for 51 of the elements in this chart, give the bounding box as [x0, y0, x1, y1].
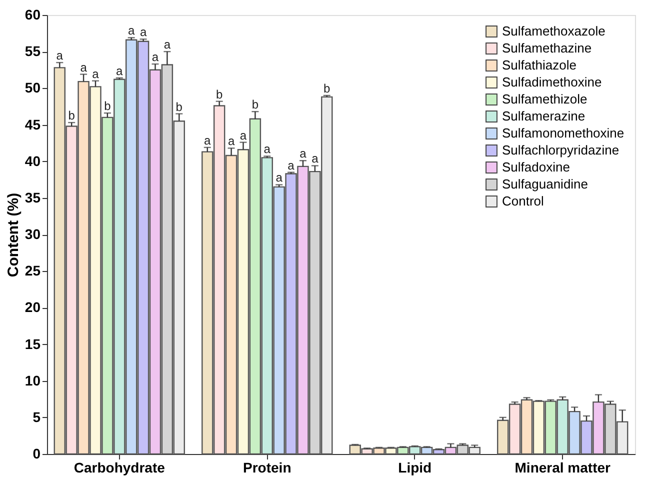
legend-label: Sulfadimethoxine	[502, 74, 602, 90]
data-label: a	[116, 64, 124, 78]
y-tick-label: 50	[24, 80, 41, 96]
y-tick-label: 0	[32, 446, 41, 462]
y-tick-label: 45	[24, 116, 41, 132]
data-label: a	[240, 128, 247, 142]
data-label: a	[128, 24, 135, 38]
y-tick-label: 10	[24, 372, 41, 388]
data-label: a	[164, 38, 171, 52]
y-tick-label: 30	[24, 226, 41, 242]
legend-label: Sulfamonomethoxine	[502, 126, 624, 140]
y-tick-label: 25	[24, 262, 41, 279]
legend-label: Sulfaguanidine	[502, 176, 588, 192]
x-tick-label: Lipid	[398, 460, 432, 476]
x-tick-label: Protein	[243, 460, 292, 476]
legend-label: Sulfamethazine	[502, 40, 592, 56]
data-label: b	[68, 108, 76, 123]
x-tick-label: Carbohydrate	[74, 460, 166, 476]
legend-label: Sulfathiazole	[502, 58, 576, 72]
data-label: b	[104, 99, 112, 114]
legend-label: Sulfamethoxazole	[502, 24, 606, 38]
legend-label: Sulfachlorpyridazine	[502, 142, 620, 158]
y-axis-title: Content (%)	[4, 192, 22, 278]
y-tick-label: 40	[24, 152, 41, 169]
y-tick-label: 55	[24, 43, 41, 60]
data-label: a	[56, 48, 64, 63]
data-label: a	[288, 158, 295, 172]
data-label: a	[276, 170, 283, 185]
data-label: a	[80, 60, 88, 74]
y-tick-label: 60	[24, 6, 41, 22]
data-label: a	[152, 50, 159, 64]
data-label: a	[92, 66, 100, 81]
legend-label: Sulfamethizole	[502, 92, 588, 106]
data-label: a	[228, 134, 235, 148]
data-label: b	[216, 87, 223, 102]
data-label: b	[176, 100, 183, 114]
y-tick-label: 20	[24, 299, 41, 316]
data-label: a	[264, 142, 271, 156]
data-label: a	[312, 152, 319, 166]
x-tick-label: Mineral matter	[514, 460, 612, 476]
legend-label: Sulfamerazine	[502, 108, 586, 124]
y-tick-label: 35	[24, 189, 41, 206]
data-label: a	[300, 146, 307, 161]
legend-label: Sulfadoxine	[502, 160, 570, 174]
y-tick-label: 5	[32, 408, 41, 425]
y-tick-label: 15	[24, 336, 41, 352]
data-label: a	[140, 25, 147, 40]
legend-label: Control	[502, 194, 544, 208]
data-label: a	[204, 133, 212, 148]
data-label: b	[324, 81, 331, 96]
data-label: b	[252, 98, 259, 112]
